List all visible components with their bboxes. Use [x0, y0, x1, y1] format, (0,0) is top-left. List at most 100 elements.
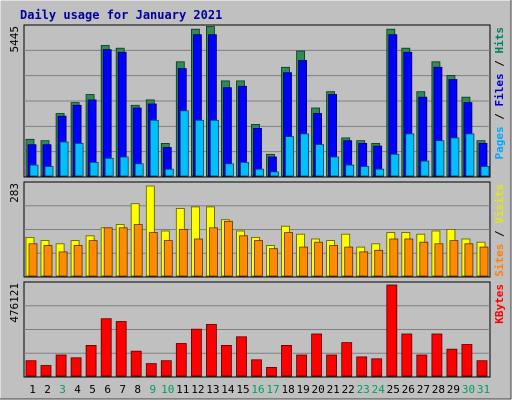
bar-pages-day-24 — [375, 168, 385, 177]
x-tick-label-day-1: 1 — [29, 383, 36, 396]
bar-kbytes-day-8 — [130, 350, 142, 377]
bar-sites-day-16 — [254, 240, 263, 277]
bar-kbytes-day-1 — [25, 360, 37, 377]
bar-kbytes-day-2 — [40, 365, 52, 377]
bar-sites-day-15 — [239, 235, 248, 277]
x-tick-label-day-30: 30 — [462, 383, 475, 396]
bar-sites-day-27 — [419, 241, 429, 277]
y-max-label: 283 — [8, 183, 21, 203]
bar-kbytes-day-9 — [145, 363, 157, 377]
bar-sites-day-18 — [284, 232, 293, 277]
bar-sites-day-17 — [269, 248, 278, 277]
bar-pages-day-11 — [179, 110, 189, 177]
bar-pages-day-19 — [300, 133, 310, 177]
bar-pages-day-25 — [390, 153, 400, 177]
x-tick-label-day-10: 10 — [161, 383, 174, 396]
bar-pages-day-1 — [29, 164, 39, 177]
bar-kbytes-day-12 — [190, 328, 202, 377]
bar-pages-day-16 — [255, 168, 264, 177]
bar-kbytes-day-26 — [401, 333, 413, 377]
legend-entry: / — [493, 107, 506, 127]
legend-entry: Pages — [493, 126, 506, 159]
x-tick-label-day-26: 26 — [402, 383, 415, 396]
bar-sites-day-5 — [88, 240, 98, 277]
bar-sites-day-25 — [389, 238, 399, 277]
x-axis-labels: 1 2 3 4 5 6 7 8 9 10 11 12 13 14 15 16 17 18 19 20 21 22 23 24 2… — [29, 383, 490, 396]
bar-pages-day-7 — [119, 156, 129, 177]
bar-pages-day-5 — [89, 161, 99, 177]
bar-sites-day-22 — [344, 246, 354, 277]
bar-sites-day-6 — [103, 227, 113, 277]
panels-layer: 5445 Pages / Files / Hits 283 Sites / Visit… — [8, 24, 506, 378]
panel-visits-sites: 283 Sites / Visits — [8, 181, 506, 278]
x-tick-label-day-25: 25 — [387, 383, 400, 396]
bar-pages-day-27 — [420, 160, 430, 177]
bar-files-day-6 — [102, 49, 112, 177]
bar-sites-day-11 — [178, 228, 188, 277]
bar-pages-day-22 — [345, 164, 355, 177]
legend-entry: Files — [493, 73, 506, 106]
x-tick-label-day-5: 5 — [89, 383, 96, 396]
bar-pages-day-29 — [450, 137, 460, 177]
bar-kbytes-day-14 — [220, 344, 232, 377]
bar-kbytes-day-11 — [175, 343, 187, 377]
bar-sites-day-21 — [329, 245, 339, 277]
bar-kbytes-day-24 — [371, 358, 383, 377]
x-tick-label-day-12: 12 — [191, 383, 204, 396]
panel-hits-files-pages: 5445 Pages / Files / Hits — [8, 24, 506, 178]
legend-entry: Hits — [493, 27, 506, 54]
legend-entry: Visits — [493, 184, 506, 224]
panel-kbytes: 476121 KBytes — [8, 281, 506, 378]
bar-kbytes-day-16 — [251, 359, 262, 377]
bar-pages-day-31 — [480, 166, 490, 177]
bar-sites-day-2 — [43, 245, 53, 277]
bar-kbytes-day-6 — [100, 318, 112, 377]
x-tick-label-day-6: 6 — [104, 383, 111, 396]
bar-kbytes-day-30 — [461, 344, 473, 377]
bar-kbytes-day-5 — [85, 344, 97, 377]
x-tick-label-day-22: 22 — [342, 383, 355, 396]
bar-kbytes-day-28 — [431, 333, 443, 377]
bar-kbytes-day-7 — [115, 321, 127, 377]
bar-sites-day-20 — [314, 241, 324, 277]
bar-pages-day-23 — [360, 166, 370, 177]
bar-pages-day-13 — [209, 119, 219, 177]
x-tick-label-day-31: 31 — [477, 383, 490, 396]
x-tick-label-day-11: 11 — [176, 383, 189, 396]
y-max-label: 476121 — [8, 283, 21, 323]
bar-kbytes-day-22 — [341, 342, 353, 377]
bar-sites-day-1 — [28, 243, 38, 277]
bar-kbytes-day-20 — [311, 333, 323, 377]
bar-kbytes-day-23 — [356, 356, 368, 377]
bar-sites-day-24 — [374, 249, 384, 277]
x-tick-label-day-23: 23 — [357, 383, 370, 396]
bar-pages-day-14 — [224, 163, 234, 177]
legend-entry: / — [493, 54, 506, 74]
panel-legend: Sites / Visits — [493, 184, 506, 277]
bar-sites-day-4 — [73, 245, 83, 277]
x-tick-label-day-2: 2 — [44, 383, 51, 396]
bar-pages-day-15 — [240, 161, 249, 177]
bar-pages-day-17 — [270, 171, 279, 177]
bar-kbytes-day-4 — [70, 357, 82, 377]
x-tick-label-day-8: 8 — [134, 383, 141, 396]
bar-sites-day-23 — [359, 251, 369, 277]
bar-kbytes-day-17 — [266, 366, 277, 377]
bar-kbytes-day-25 — [386, 284, 398, 377]
panel-legend: KBytes — [493, 284, 506, 324]
x-tick-label-day-16: 16 — [251, 383, 264, 396]
bar-pages-day-18 — [285, 136, 294, 177]
x-tick-label-day-14: 14 — [221, 383, 235, 396]
bar-sites-day-14 — [223, 220, 233, 277]
bar-pages-day-21 — [330, 156, 340, 177]
bar-kbytes-day-29 — [446, 348, 458, 377]
bar-kbytes-day-21 — [326, 354, 338, 377]
bar-sites-day-30 — [464, 243, 474, 277]
bar-sites-day-12 — [193, 238, 203, 277]
x-tick-label-day-19: 19 — [296, 383, 309, 396]
bar-sites-day-8 — [133, 224, 143, 277]
bar-kbytes-day-18 — [281, 344, 292, 377]
legend-entry: KBytes — [493, 284, 506, 324]
